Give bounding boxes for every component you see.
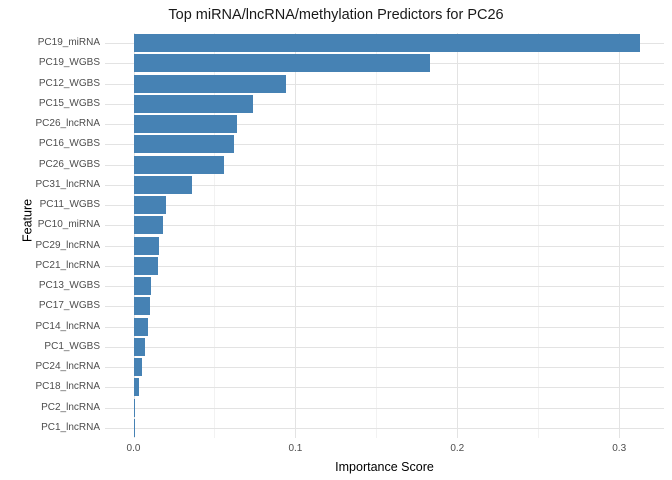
y-tick-label: PC10_miRNA: [37, 219, 100, 231]
major-gridline-horizontal: [105, 407, 664, 409]
y-tick-label: PC13_WGBS: [38, 280, 100, 292]
x-tick-label: 0.1: [288, 443, 303, 454]
x-tick-label: 0.0: [126, 443, 141, 454]
major-gridline-vertical: [133, 33, 135, 438]
major-gridline-vertical: [457, 33, 459, 438]
major-gridline-horizontal: [105, 205, 664, 207]
major-gridline-horizontal: [105, 326, 664, 328]
major-gridline-vertical: [619, 33, 621, 438]
major-gridline-horizontal: [105, 387, 664, 389]
y-tick-label: PC26_lncRNA: [35, 118, 100, 130]
bar-PC11_WGBS: [133, 196, 166, 215]
y-tick-label: PC17_WGBS: [38, 300, 100, 312]
bar-PC19_miRNA: [133, 34, 641, 53]
major-gridline-horizontal: [105, 144, 664, 146]
y-tick-label: PC21_lncRNA: [35, 259, 100, 271]
major-gridline-vertical: [295, 33, 297, 438]
minor-gridline-vertical: [214, 33, 216, 438]
bar-PC29_lncRNA: [133, 236, 160, 255]
y-tick-label: PC15_WGBS: [38, 97, 100, 109]
minor-gridline-vertical: [538, 33, 540, 438]
bar-PC15_WGBS: [133, 94, 254, 113]
plot-panel: [105, 33, 664, 438]
major-gridline-horizontal: [105, 245, 664, 247]
minor-gridline-vertical: [376, 33, 378, 438]
major-gridline-horizontal: [105, 164, 664, 166]
y-tick-label: PC1_lncRNA: [41, 421, 100, 433]
y-tick-label: PC19_miRNA: [37, 37, 100, 49]
bar-PC13_WGBS: [133, 277, 152, 296]
bar-PC31_lncRNA: [133, 175, 192, 194]
major-gridline-horizontal: [105, 306, 664, 308]
x-tick-label: 0.3: [612, 443, 627, 454]
major-gridline-horizontal: [105, 83, 664, 85]
y-tick-label: PC14_lncRNA: [35, 320, 100, 332]
major-gridline-horizontal: [105, 124, 664, 126]
major-gridline-horizontal: [105, 346, 664, 348]
bar-PC18_lncRNA: [133, 378, 140, 397]
bar-PC26_WGBS: [133, 155, 225, 174]
y-tick-label: PC26_WGBS: [38, 158, 100, 170]
chart-title: Top miRNA/lncRNA/methylation Predictors …: [168, 7, 504, 23]
bar-PC2_lncRNA: [133, 398, 135, 417]
bar-PC1_WGBS: [133, 337, 145, 356]
major-gridline-horizontal: [105, 184, 664, 186]
x-axis-title: Importance Score: [335, 460, 434, 474]
y-tick-label: PC12_WGBS: [38, 77, 100, 89]
y-tick-label: PC24_lncRNA: [35, 361, 100, 373]
y-tick-label: PC1_WGBS: [44, 340, 100, 352]
bar-PC10_miRNA: [133, 216, 163, 235]
y-tick-label: PC16_WGBS: [38, 138, 100, 150]
bar-PC21_lncRNA: [133, 256, 158, 275]
bar-PC16_WGBS: [133, 135, 234, 154]
x-tick-label: 0.2: [450, 443, 465, 454]
bar-PC24_lncRNA: [133, 358, 142, 377]
y-tick-label: PC2_lncRNA: [41, 401, 100, 413]
major-gridline-horizontal: [105, 103, 664, 105]
bar-PC17_WGBS: [133, 297, 150, 316]
y-tick-label: PC18_lncRNA: [35, 381, 100, 393]
major-gridline-horizontal: [105, 427, 664, 429]
bar-PC26_lncRNA: [133, 115, 238, 134]
major-gridline-horizontal: [105, 286, 664, 288]
major-gridline-horizontal: [105, 225, 664, 227]
bar-PC12_WGBS: [133, 74, 286, 93]
y-tick-label: PC19_WGBS: [38, 57, 100, 69]
y-tick-label: PC11_WGBS: [39, 199, 100, 211]
major-gridline-horizontal: [105, 265, 664, 267]
y-tick-label: PC29_lncRNA: [35, 239, 100, 251]
major-gridline-horizontal: [105, 367, 664, 369]
y-tick-label: PC31_lncRNA: [35, 178, 100, 190]
bar-PC14_lncRNA: [133, 317, 149, 336]
bar-PC19_WGBS: [133, 54, 430, 73]
